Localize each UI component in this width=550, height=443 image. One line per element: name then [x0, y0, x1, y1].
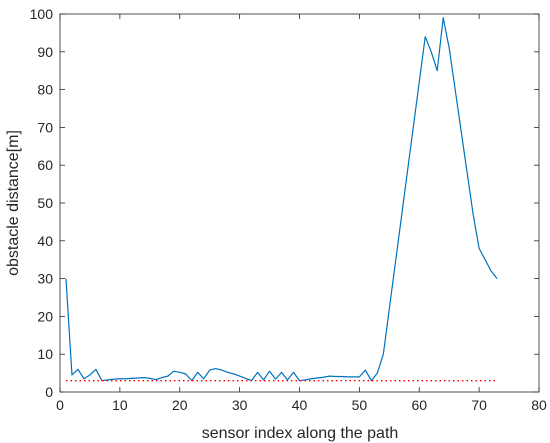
- x-tick-label: 0: [56, 397, 64, 413]
- x-tick-label: 30: [232, 397, 248, 413]
- y-tick-label: 30: [37, 271, 53, 287]
- x-tick-label: 40: [292, 397, 308, 413]
- x-axis-title: sensor index along the path: [202, 425, 399, 442]
- x-tick-label: 70: [471, 397, 487, 413]
- y-tick-label: 100: [30, 6, 54, 22]
- distance-series-line: [65, 17, 498, 382]
- x-tick-label: 20: [172, 397, 188, 413]
- y-tick-label: 0: [45, 384, 53, 400]
- x-tick-label: 10: [112, 397, 128, 413]
- y-tick-label: 20: [37, 308, 53, 324]
- y-tick-label: 50: [37, 195, 53, 211]
- y-axis-ticks: 0 10 20 30 40 50 60 70 80 90 100: [30, 6, 539, 400]
- x-tick-label: 80: [531, 397, 547, 413]
- y-tick-label: 70: [37, 119, 53, 135]
- x-axis-ticks: 0 10 20 30 40 50 60 70 80: [56, 14, 547, 413]
- x-tick-label: 60: [411, 397, 427, 413]
- series-layer: [65, 17, 498, 382]
- y-axis-title: obstacle distance[m]: [5, 130, 22, 276]
- y-tick-label: 60: [37, 157, 53, 173]
- plot-area: [59, 13, 540, 393]
- y-tick-label: 80: [37, 82, 53, 98]
- y-tick-label: 90: [37, 44, 53, 60]
- y-tick-label: 10: [37, 346, 53, 362]
- x-tick-label: 50: [352, 397, 368, 413]
- y-tick-label: 40: [37, 233, 53, 249]
